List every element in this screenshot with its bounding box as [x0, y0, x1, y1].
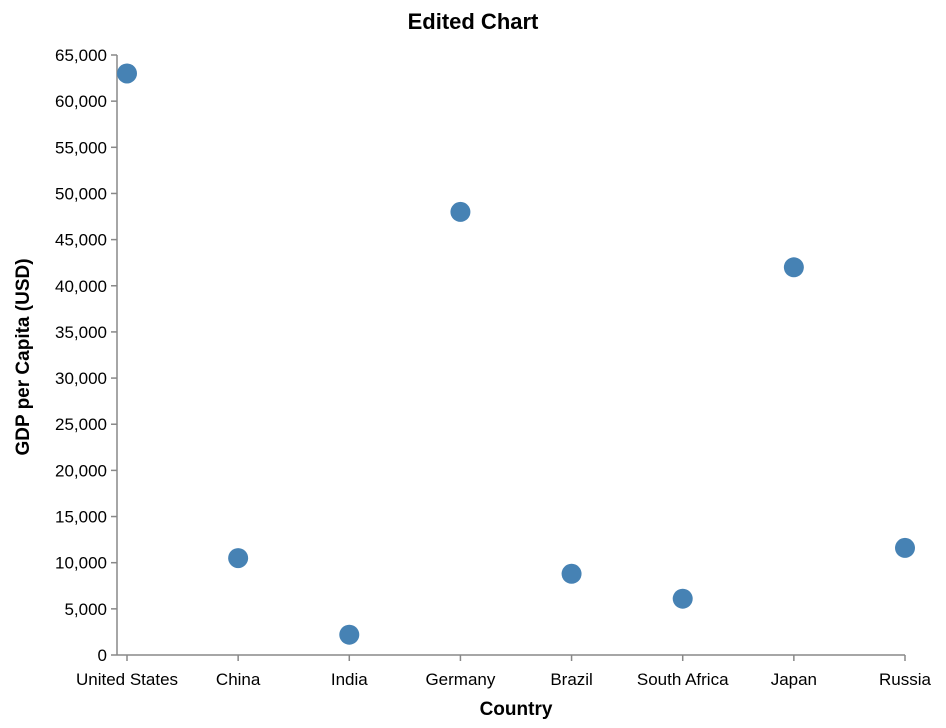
data-point — [783, 257, 804, 278]
y-tick-label: 65,000 — [55, 46, 107, 65]
y-tick-label: 0 — [98, 646, 107, 665]
x-axis: United States China India Germany Brazil Sout… — [76, 654, 932, 689]
data-point — [228, 548, 249, 569]
y-tick-label: 20,000 — [55, 461, 107, 480]
y-tick-label: 40,000 — [55, 277, 107, 296]
y-tick-label: 30,000 — [55, 369, 107, 388]
y-tick-label: 5,000 — [64, 600, 107, 619]
y-tick-label: 10,000 — [55, 554, 107, 573]
x-tick-label: Russia — [879, 670, 932, 689]
y-axis: 0 5,000 10,000 15,000 20,000 25,000 30,000 35,0… — [55, 46, 118, 665]
y-axis-title: GDP per Capita (USD) — [13, 258, 34, 455]
y-tick-label: 50,000 — [55, 184, 107, 203]
x-tick-label: United States — [76, 670, 178, 689]
x-tick-label: Germany — [425, 670, 495, 689]
data-point — [561, 563, 582, 584]
y-tick-label: 60,000 — [55, 92, 107, 111]
y-tick-label: 35,000 — [55, 323, 107, 342]
x-tick-label: Brazil — [550, 670, 593, 689]
x-tick-label: South Africa — [637, 670, 729, 689]
y-tick-label: 45,000 — [55, 231, 107, 250]
y-tick-label: 15,000 — [55, 508, 107, 527]
data-point — [339, 624, 360, 645]
x-axis-title: Country — [480, 699, 553, 720]
x-tick-label: China — [216, 670, 261, 689]
x-tick-label: India — [331, 670, 368, 689]
chart-title: Edited Chart — [408, 9, 539, 34]
data-point — [450, 201, 471, 222]
data-point — [117, 63, 137, 84]
y-tick-label: 25,000 — [55, 415, 107, 434]
data-point — [895, 537, 915, 558]
x-tick-label: Japan — [771, 670, 817, 689]
y-tick-label: 55,000 — [55, 138, 107, 157]
data-point — [672, 588, 693, 609]
data-points — [117, 63, 915, 645]
